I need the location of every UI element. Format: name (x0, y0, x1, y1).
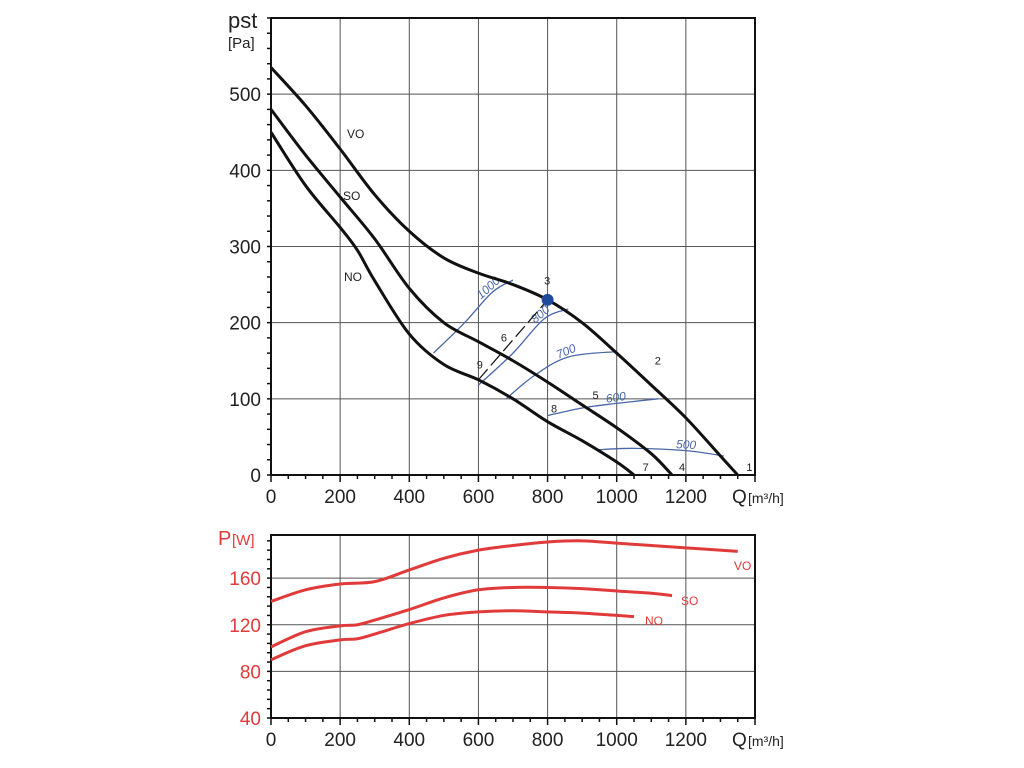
power-curve-vo (270, 539, 738, 603)
x-axis-unit: [m³/h] (748, 733, 784, 749)
iso-line-700 (505, 350, 617, 400)
point-label-8: 8 (551, 404, 557, 416)
x-tick-label: 200 (324, 730, 356, 751)
x-tick-label: 400 (393, 730, 425, 751)
x-tick-label: 800 (532, 730, 564, 751)
y-tick-label: 200 (229, 314, 261, 335)
iso-label: 600 (605, 389, 627, 406)
y-axis-unit: [Pa] (228, 35, 255, 52)
x-axis-label: Q (732, 730, 747, 751)
iso-label: 500 (676, 437, 697, 452)
y-axis-unit: [W] (232, 532, 255, 549)
point-label-6: 6 (501, 333, 507, 345)
x-tick-label: 200 (324, 487, 356, 508)
x-tick-label: 400 (393, 487, 425, 508)
power-curve-no (270, 609, 635, 662)
y-tick-label: 40 (240, 709, 261, 730)
point-label-4: 4 (679, 462, 685, 474)
y-tick-label: 500 (229, 85, 261, 106)
point-label-9: 9 (477, 359, 483, 371)
x-tick-label: 1000 (596, 487, 638, 508)
series-label-vo: VO (347, 127, 364, 141)
x-tick-label: 800 (532, 487, 564, 508)
point-label-1: 1 (746, 462, 752, 474)
iso-line-1000 (433, 279, 514, 354)
point-label-2: 2 (655, 356, 661, 368)
curve-vo (269, 66, 739, 477)
x-axis-unit: [m³/h] (748, 490, 784, 506)
iso-line-500 (595, 447, 724, 457)
x-tick-label: 0 (266, 730, 277, 751)
y-tick-label: 160 (229, 569, 261, 590)
iso-line-600 (547, 398, 659, 417)
x-tick-label: 1200 (665, 487, 707, 508)
power-label-vo: VO (734, 559, 751, 573)
y-axis-label: P (218, 528, 231, 550)
y-tick-label: 400 (229, 161, 261, 182)
y-tick-label: 100 (229, 390, 261, 411)
x-tick-label: 0 (266, 487, 277, 508)
y-tick-label: 120 (229, 616, 261, 637)
power-curve-so (270, 585, 673, 649)
x-tick-label: 600 (463, 730, 495, 751)
x-tick-label: 1000 (596, 730, 638, 751)
pressure-chart: 0 200 400 600 800 1000 1200 0 100 200 300 400 500 Q [m… (228, 8, 784, 508)
curve-no (269, 131, 635, 477)
y-tick-label: 300 (229, 238, 261, 259)
x-tick-label: 1200 (665, 730, 707, 751)
y-axis-label: pst (228, 8, 257, 33)
iso-line-800 (477, 308, 569, 386)
point-label-5: 5 (593, 390, 599, 402)
dashed-system-line (477, 299, 549, 381)
power-label-no: NO (645, 614, 663, 628)
iso-label: 700 (554, 341, 578, 362)
power-label-so: SO (681, 594, 698, 608)
x-axis-label: Q (732, 487, 747, 508)
point-label-3: 3 (544, 276, 550, 288)
operating-point (541, 293, 554, 306)
series-label-no: NO (344, 270, 362, 284)
curve-so (269, 108, 674, 477)
point-label-7: 7 (643, 462, 649, 474)
y-tick-label: 0 (250, 466, 261, 487)
y-tick-label: 80 (240, 662, 261, 683)
power-chart: 0 200 400 600 800 1000 1200 40 80 120 160 Q [m³/h] P[… (218, 528, 784, 751)
series-label-so: SO (343, 189, 360, 203)
x-tick-label: 600 (463, 487, 495, 508)
